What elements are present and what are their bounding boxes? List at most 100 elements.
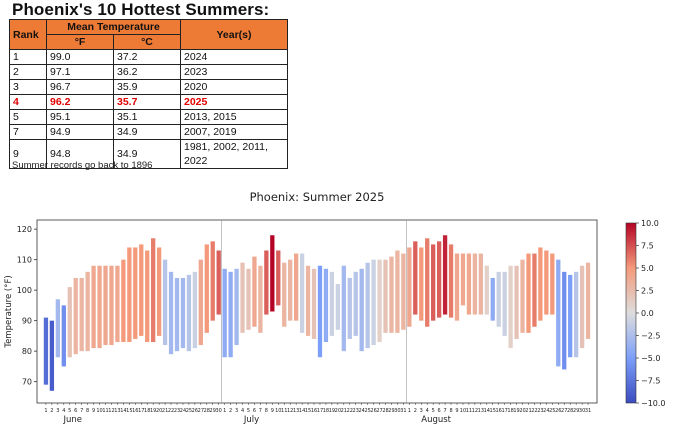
rank-cell: 2 xyxy=(9,64,47,80)
temp-bar xyxy=(574,271,579,358)
temp-bar xyxy=(299,253,305,333)
years-cell: 2024 xyxy=(180,49,288,65)
temp-bar xyxy=(520,259,525,333)
temp-bar xyxy=(156,247,162,336)
temp-bar xyxy=(425,238,430,327)
temp-bar xyxy=(401,253,406,330)
x-tick-label: 14 xyxy=(299,408,305,414)
temp-bar xyxy=(508,265,513,349)
temp-bar xyxy=(585,262,591,339)
temp-bar xyxy=(526,253,531,333)
x-tick-label: 10 xyxy=(275,408,281,414)
temp-bar xyxy=(317,265,323,358)
x-tick-label: 25 xyxy=(186,408,192,414)
x-tick-label: 20 xyxy=(335,408,341,414)
temp-bar xyxy=(91,265,96,349)
rank-cell: 9 xyxy=(9,139,47,169)
temp-bar xyxy=(186,274,192,352)
temp-bar xyxy=(448,244,454,318)
years-cell: 1981, 2002, 2011, 2022 xyxy=(180,139,288,169)
x-tick-label: 17 xyxy=(501,408,507,414)
x-tick-label: 18 xyxy=(507,408,513,414)
colorbar-tick-label: 7.5 xyxy=(641,242,654,251)
x-tick-label: 8 xyxy=(449,408,452,414)
temp-bar xyxy=(270,235,275,312)
fahrenheit-cell: 99.0 xyxy=(46,49,114,65)
temp-bar xyxy=(431,244,436,321)
x-tick-label: 16 xyxy=(132,408,138,414)
x-tick-label: 16 xyxy=(311,408,317,414)
x-tick-label: 6 xyxy=(74,408,77,414)
temp-bar xyxy=(478,253,483,315)
x-tick-label: 19 xyxy=(329,408,335,414)
temp-bar xyxy=(252,256,257,327)
table-title: Phoenix's 10 Hottest Summers: xyxy=(12,0,270,19)
temp-bar xyxy=(127,247,132,342)
temp-bar xyxy=(335,284,340,330)
table-row: 1 99.0 37.2 2024 xyxy=(9,49,288,65)
rank-cell: 7 xyxy=(9,124,47,140)
temp-bar xyxy=(371,259,376,346)
colorbar-tick-label: −10.0 xyxy=(641,399,666,408)
x-tick-label: 4 xyxy=(62,408,65,414)
temp-bar xyxy=(61,305,66,367)
years-cell: 2013, 2015 xyxy=(180,109,288,125)
temp-bar xyxy=(109,265,114,346)
temp-bar xyxy=(359,268,364,352)
temp-bar xyxy=(192,271,198,349)
colorbar-tick-label: −5.0 xyxy=(641,354,660,363)
x-tick-label: 26 xyxy=(370,408,376,414)
fahrenheit-cell: 95.1 xyxy=(46,109,114,125)
temp-bar xyxy=(323,268,329,342)
colorbar-tick-label: 5.0 xyxy=(641,264,654,273)
x-tick-label: 27 xyxy=(198,408,204,414)
x-tick-label: 28 xyxy=(204,408,210,414)
x-tick-label: 21 xyxy=(162,408,168,414)
x-tick-label: 2 xyxy=(50,408,53,414)
x-tick-label: 18 xyxy=(144,408,150,414)
x-tick-label: 29 xyxy=(210,408,216,414)
x-tick-label: 1 xyxy=(44,408,47,414)
x-tick-label: 28 xyxy=(567,408,573,414)
x-tick-label: 2 xyxy=(229,408,232,414)
hottest-summers-table: Rank Mean Temperature Year(s) °F °C 1 99… xyxy=(9,19,288,169)
x-tick-label: 3 xyxy=(420,408,423,414)
x-tick-label: 11 xyxy=(102,408,108,414)
x-tick-label: 9 xyxy=(92,408,95,414)
fahrenheit-cell: 96.2 xyxy=(46,94,114,110)
temp-bar xyxy=(407,247,412,327)
x-tick-label: 5 xyxy=(68,408,71,414)
temp-bar xyxy=(276,250,281,306)
table-row: 9 94.8 34.9 1981, 2002, 2011, 2022 xyxy=(9,139,288,169)
x-tick-label: 11 xyxy=(466,408,472,414)
mean-temp-header: Mean Temperature xyxy=(46,19,181,35)
temp-bar xyxy=(490,277,495,321)
temp-bar xyxy=(329,271,335,336)
temp-bar xyxy=(579,265,585,349)
x-tick-label: 30 xyxy=(579,408,585,414)
x-tick-label: 17 xyxy=(138,408,144,414)
x-tick-label: 10 xyxy=(96,408,102,414)
temp-bar xyxy=(514,265,519,339)
celsius-cell: 35.9 xyxy=(113,79,181,95)
rank-cell: 3 xyxy=(9,79,47,95)
temp-bar xyxy=(222,268,227,358)
temp-bar xyxy=(246,268,251,330)
temp-bar xyxy=(454,253,460,321)
temp-bar xyxy=(198,259,203,346)
x-tick-label: 11 xyxy=(281,408,287,414)
x-tick-label: 13 xyxy=(114,408,120,414)
temp-bar xyxy=(413,241,418,315)
x-tick-label: 20 xyxy=(519,408,525,414)
temp-bar xyxy=(162,259,168,346)
temp-bar xyxy=(532,253,537,327)
x-tick-label: 1 xyxy=(408,408,411,414)
temp-bar xyxy=(145,250,150,342)
celsius-cell: 34.9 xyxy=(113,124,181,140)
rank-header: Rank xyxy=(9,19,47,50)
x-tick-label: 9 xyxy=(271,408,274,414)
temp-bar xyxy=(240,262,245,333)
x-tick-label: 19 xyxy=(150,408,156,414)
rank-cell: 4 xyxy=(9,94,47,110)
x-tick-label: 6 xyxy=(438,408,441,414)
